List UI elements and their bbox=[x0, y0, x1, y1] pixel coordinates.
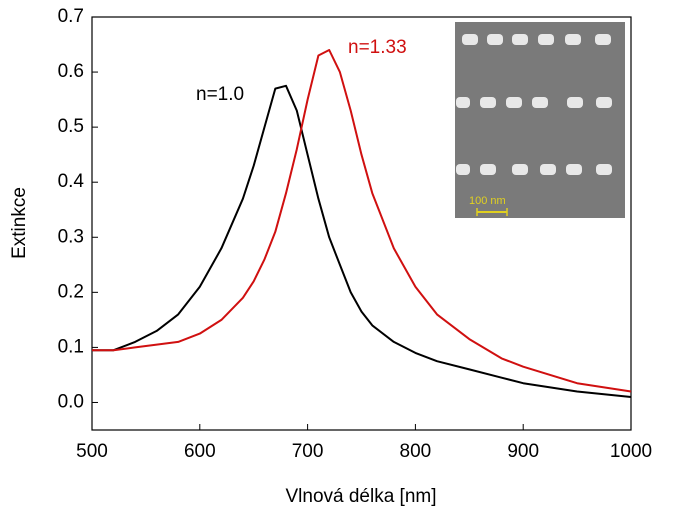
y-tick-label: 0.2 bbox=[58, 281, 84, 302]
series-label: n=1.0 bbox=[196, 84, 244, 105]
y-tick-label: 0.5 bbox=[58, 116, 84, 137]
series-label: n=1.33 bbox=[348, 37, 407, 58]
y-tick-label: 0.6 bbox=[58, 61, 84, 82]
x-axis-label: Vlnová délka [nm] bbox=[285, 486, 436, 507]
x-tick-label: 900 bbox=[507, 441, 539, 462]
series-line bbox=[92, 84, 632, 398]
inset-scale-label: 100 nm bbox=[469, 195, 506, 207]
y-tick-label: 0.3 bbox=[58, 226, 84, 247]
y-tick-label: 0.1 bbox=[58, 336, 84, 357]
plot-frame bbox=[91, 16, 632, 431]
y-axis-label: Extinkce bbox=[9, 187, 30, 259]
x-tick-label: 500 bbox=[76, 441, 108, 462]
inset: 100 nm bbox=[455, 22, 625, 218]
y-tick-label: 0.0 bbox=[58, 391, 84, 412]
x-tick-label: 800 bbox=[400, 441, 432, 462]
x-tick-label: 700 bbox=[292, 441, 324, 462]
x-tick-label: 1000 bbox=[610, 441, 652, 462]
y-tick-label: 0.4 bbox=[58, 171, 85, 192]
series-line bbox=[92, 49, 632, 393]
y-tick-label: 0.7 bbox=[58, 6, 84, 27]
x-tick-label: 600 bbox=[184, 441, 216, 462]
inset-image bbox=[455, 22, 625, 218]
inset-particles bbox=[456, 34, 612, 175]
